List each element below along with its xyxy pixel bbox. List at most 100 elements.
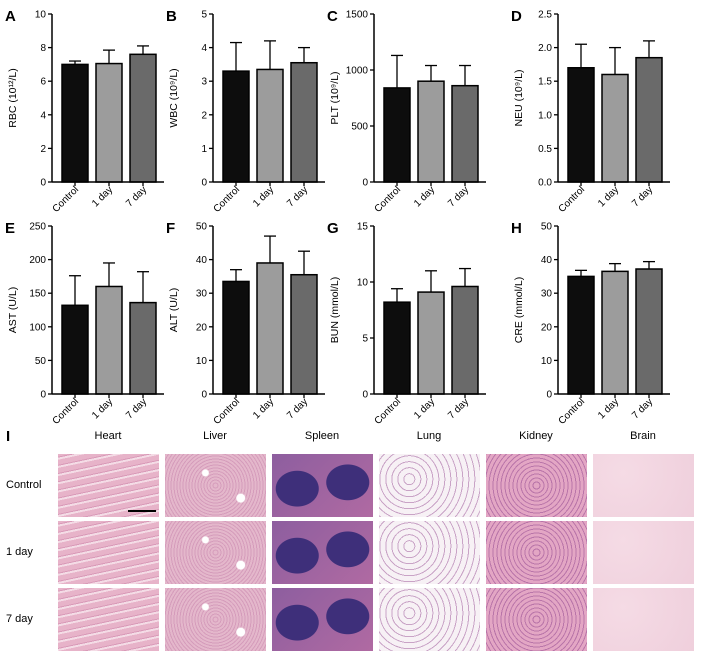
- y-axis-label: BUN (mmol/L): [329, 277, 341, 344]
- bar: [451, 84, 479, 183]
- histology-image-brain: [593, 521, 694, 584]
- panel-letter-h: H: [511, 220, 522, 237]
- y-tick-label: 0: [362, 390, 368, 401]
- panel-letter-b: B: [166, 8, 177, 25]
- y-tick-label: 20: [541, 322, 553, 333]
- x-tick-label: 1 day: [251, 396, 276, 421]
- panel-letter-f: F: [166, 220, 175, 237]
- histology-image-liver: [165, 588, 266, 651]
- x-tick-label: Control: [557, 184, 588, 215]
- x-tick-label: 7 day: [630, 184, 655, 209]
- chart-b: B WBC (10⁹/L) 0 1 2 3 4 5 Control 1 day 7 day: [166, 8, 325, 215]
- y-tick-label: 200: [29, 255, 46, 266]
- bar: [256, 68, 284, 183]
- y-tick-label: 1000: [346, 66, 369, 77]
- y-tick-label: 30: [196, 289, 208, 300]
- x-tick-label: 7 day: [446, 396, 471, 421]
- histology-image-heart: [58, 521, 159, 584]
- histology-image-lung: [379, 454, 480, 517]
- organ-label-heart: Heart: [94, 430, 122, 442]
- bar: [256, 262, 284, 395]
- histology-image-lung: [379, 588, 480, 651]
- bar: [222, 70, 250, 183]
- x-tick-label: 7 day: [446, 184, 471, 209]
- histology-image-heart: [58, 454, 159, 517]
- histology-image-spleen: [272, 521, 373, 584]
- y-axis-label: ALT (U/L): [168, 288, 180, 333]
- bar: [290, 61, 318, 183]
- y-tick-label: 100: [29, 322, 46, 333]
- y-axis-label: CRE (mmol/L): [513, 277, 525, 344]
- x-tick-label: Control: [212, 184, 243, 215]
- x-tick-label: 7 day: [124, 184, 149, 209]
- y-tick-label: 1.0: [538, 110, 552, 121]
- histology-image-lung: [379, 521, 480, 584]
- bar: [383, 87, 411, 183]
- bar: [417, 291, 445, 395]
- bar: [567, 67, 595, 183]
- y-tick-label: 10: [541, 356, 553, 367]
- x-tick-label: Control: [373, 184, 404, 215]
- y-tick-label: 30: [541, 289, 553, 300]
- bar: [95, 285, 123, 395]
- histology-image-liver: [165, 454, 266, 517]
- histology-panel: I Heart Liver Spleen Lung Kidney Brain Control…: [0, 428, 703, 662]
- y-tick-label: 0.0: [538, 178, 552, 189]
- bar: [95, 62, 123, 183]
- y-tick-label: 10: [357, 278, 369, 289]
- y-tick-label: 10: [196, 356, 208, 367]
- x-tick-label: Control: [51, 184, 82, 215]
- y-tick-label: 40: [196, 255, 208, 266]
- bar: [635, 56, 663, 183]
- x-tick-label: 1 day: [251, 184, 276, 209]
- y-tick-label: 0: [40, 390, 46, 401]
- y-axis-label: WBC (10⁹/L): [168, 68, 180, 127]
- histology-image-heart: [58, 588, 159, 651]
- y-tick-label: 3: [201, 77, 207, 88]
- x-tick-label: 7 day: [285, 396, 310, 421]
- group-label: 1 day: [6, 546, 33, 558]
- organ-label-kidney: Kidney: [519, 430, 553, 442]
- bar: [417, 80, 445, 183]
- bar: [601, 73, 629, 183]
- chart-d: D NEU (10⁹/L) 0.0 0.5 1.0 1.5 2.0 2.5 Control 1 d…: [511, 8, 670, 215]
- y-tick-label: 50: [541, 222, 553, 233]
- y-tick-label: 0: [201, 178, 207, 189]
- bar: [601, 270, 629, 395]
- x-tick-label: Control: [51, 396, 82, 427]
- x-tick-label: Control: [557, 396, 588, 427]
- y-tick-label: 50: [196, 222, 208, 233]
- x-tick-label: 1 day: [596, 184, 621, 209]
- organ-label-lung: Lung: [416, 430, 442, 442]
- y-tick-label: 1: [201, 144, 207, 155]
- organ-label-liver: Liver: [203, 430, 227, 442]
- y-tick-label: 6: [40, 77, 46, 88]
- panel-letter-d: D: [511, 8, 522, 25]
- panel-letter-g: G: [327, 220, 339, 237]
- group-label: Control: [6, 479, 42, 491]
- chart-h: H CRE (mmol/L) 0 10 20 30 40 50 Control 1 day 7 da…: [511, 220, 670, 427]
- histology-image-kidney: [486, 454, 587, 517]
- y-tick-label: 15: [357, 222, 369, 233]
- chart-f: F ALT (U/L) 0 10 20 30 40 50 Control 1 day 7 day: [166, 220, 325, 427]
- group-label: 7 day: [6, 613, 33, 625]
- panel-letter-i: I: [6, 428, 11, 445]
- histology-image-spleen: [272, 588, 373, 651]
- y-tick-label: 0: [40, 178, 46, 189]
- panel-letter-e: E: [5, 220, 15, 237]
- y-tick-label: 0: [546, 390, 552, 401]
- bar: [383, 301, 411, 395]
- bar: [222, 280, 250, 395]
- x-tick-label: 7 day: [630, 396, 655, 421]
- chart-a: A RBC (10¹²/L) 0 2 4 6 8 10 Control 1 day 7 day: [5, 8, 164, 215]
- x-tick-label: Control: [212, 396, 243, 427]
- y-tick-label: 2: [40, 144, 46, 155]
- histology-image-kidney: [486, 588, 587, 651]
- scale-bar: [128, 510, 156, 512]
- y-tick-label: 0.5: [538, 144, 552, 155]
- x-tick-label: 7 day: [124, 396, 149, 421]
- bar: [635, 268, 663, 395]
- y-tick-label: 8: [40, 43, 46, 54]
- panel-letter-a: A: [5, 8, 16, 25]
